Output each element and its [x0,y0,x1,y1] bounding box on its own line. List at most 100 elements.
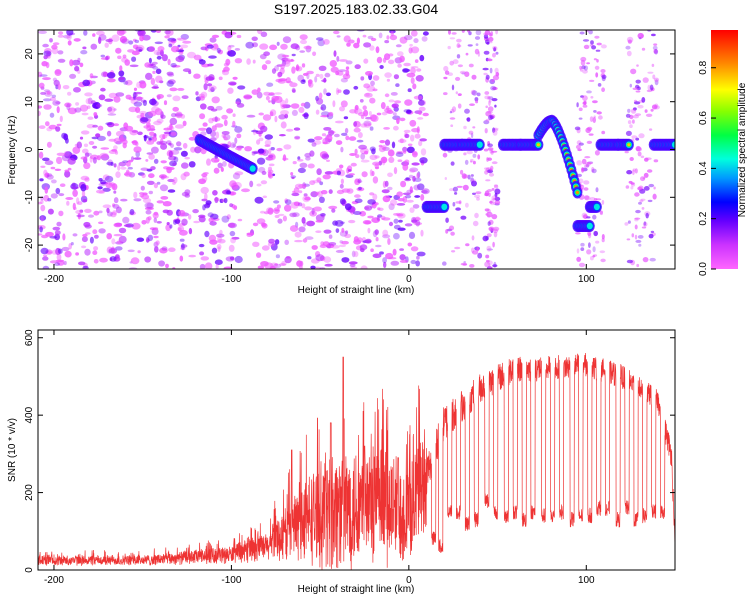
spectrogram-cell [418,106,426,112]
spectrogram-cell [586,222,593,230]
spectrogram-cell [651,63,655,67]
spectrogram-cell [316,168,322,176]
spectrogram-cell [122,216,130,224]
spectrogram-cell [575,144,581,150]
spectrogram-cell [317,39,326,47]
spectrogram-cell [576,248,580,254]
spectrogram-cell [485,236,489,241]
spectrogram-cell [38,30,47,34]
spectrogram-cell [376,112,382,116]
spectrogram-cell [488,227,493,231]
spectrogram-cell [579,31,585,35]
spectrogram-cell [66,30,74,36]
spectrogram-cell [649,257,656,262]
spectrogram-cell [281,54,290,58]
spectrogram-cell [636,263,640,268]
spectrogram-cell [396,213,404,217]
spectrogram-cell [353,127,361,133]
spectrogram-cell [211,247,218,254]
spectrogram-cell [384,93,390,98]
spectrogram-cell [322,141,328,145]
spectrogram-cell [257,148,265,154]
spectrogram-cell [412,175,416,182]
spectrogram-cell [416,68,422,72]
spectrogram-cell [372,75,380,81]
spectrogram-cell [405,177,410,180]
spectrogram-cell [402,192,412,196]
spectrogram-cell [574,126,581,131]
spectrogram-cell [399,259,408,263]
spectrogram-cell [627,120,632,125]
spectrogram-cell [153,49,161,56]
spectrogram-cell [369,45,375,51]
spectrogram-cell [298,184,307,189]
spectrogram-cell [344,203,352,211]
spectrogram-cell [475,30,482,36]
spectrogram-cell [226,214,231,220]
spectrogram-cell [382,229,389,237]
spectrogram-cell [583,187,589,191]
spectrogram-cell [464,108,470,114]
spectrogram-cell [181,95,189,99]
spectrogram-cell [477,51,481,57]
spectrogram-cell [653,186,656,190]
spectrogram-cell [181,218,188,226]
spectrogram-cell [315,220,324,223]
spectrogram-cell [106,233,112,240]
spectrogram-cell [265,95,270,101]
spectrogram-cell [452,186,458,192]
spectrogram-cell [188,136,196,141]
spectrogram-cell [333,50,337,57]
spectrogram-cell [388,156,395,163]
spectrogram-cell [234,171,244,176]
spectrogram-cell [472,153,477,158]
spectrogram-cell [345,135,350,141]
spectrogram-cell [118,161,127,167]
spectrogram-cell [282,36,292,44]
spectrogram-cell [492,75,500,81]
spectrogram-cell [629,157,634,161]
spectrogram-cell [370,80,375,87]
spectrogram-cell [113,145,118,150]
spectrogram-cell [579,65,582,70]
spectrogram-cell [487,266,494,269]
spectrogram-cell [364,238,372,244]
spectrogram-cell [300,102,306,107]
spectrogram-cell [93,246,99,251]
spectrogram-cell [601,74,607,79]
spectrogram-cell [199,263,206,269]
spectrogram-cell [631,233,635,238]
spectrogram-cell [393,224,401,230]
spectrogram-cell [316,177,322,183]
spectrogram-cell [640,155,645,159]
spectrogram-cell [61,246,70,252]
spectrogram-cell [226,190,232,195]
spectrogram-cell [39,74,48,77]
spectrogram-cell [369,154,378,160]
spectrogram-cell [63,260,67,266]
spectrogram-cell [334,133,340,138]
spectrogram-cell [332,100,336,108]
spectrogram-cell [229,142,237,149]
spectrogram-cell [115,47,122,54]
spectrogram-cell [206,127,212,135]
spectrogram-cell [301,203,306,209]
spectrogram-cell [274,115,278,123]
spectrogram-cell [291,176,295,180]
spectrogram-cell [404,99,413,106]
spectrogram-cell [393,218,399,224]
spectrogram-cell [345,69,350,77]
spectrogram-cell [215,131,220,139]
spectrogram-cell [382,234,391,239]
spectrogram-cell [216,243,222,250]
spectrogram-cell [475,100,479,104]
spectrogram-cell [267,169,274,174]
spectrogram-cell [388,99,395,103]
spectrogram-x-label: Height of straight line (km) [298,285,415,296]
spectrogram-cell [223,266,233,269]
spectrogram-cell [200,46,208,51]
spectrogram-cell [291,192,300,197]
spectrogram-cell [124,59,130,66]
spectrogram-cell [483,50,490,55]
spectrogram-cell [154,41,163,45]
